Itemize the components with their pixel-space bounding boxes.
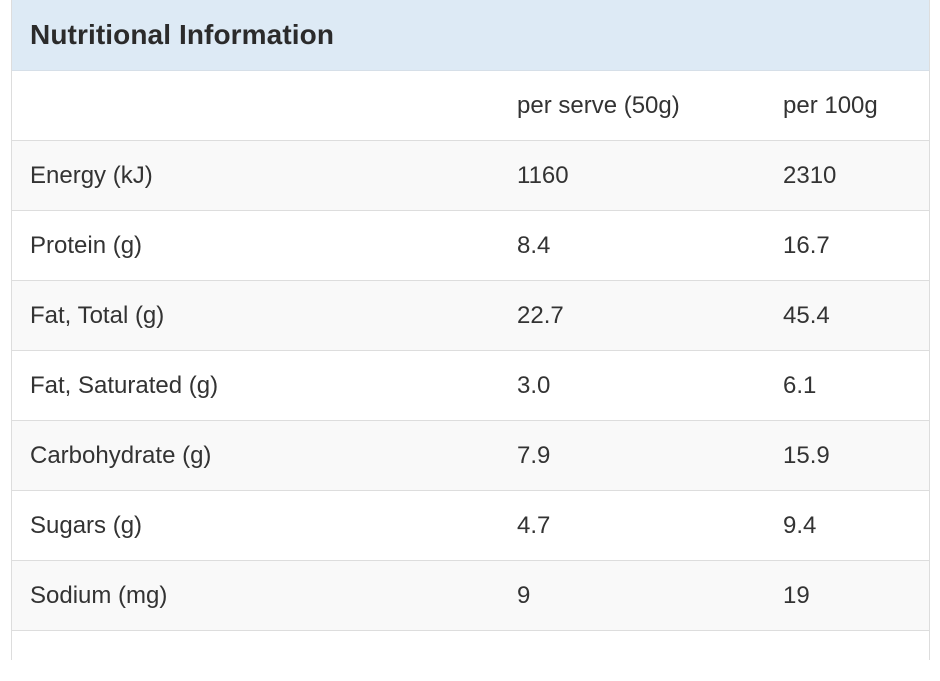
per-serve-value: 9 xyxy=(517,581,531,609)
nutrient-name: Sugars (g) xyxy=(30,511,143,539)
per-serve-value: 8.4 xyxy=(517,231,551,259)
nutrient-name: Fat, Saturated (g) xyxy=(30,371,219,399)
per-100g-value: 19 xyxy=(783,581,810,609)
nutrient-name: Energy (kJ) xyxy=(30,161,153,189)
per-100g-value: 45.4 xyxy=(783,301,830,329)
panel-heading: Nutritional Information xyxy=(12,0,929,71)
per-100g-value: 2310 xyxy=(783,161,837,189)
per-serve-value: 7.9 xyxy=(517,441,551,469)
nutrient-name: Sodium (mg) xyxy=(30,581,168,609)
table-row: Carbohydrate (g) 7.9 15.9 xyxy=(12,421,929,491)
per-serve-value: 1160 xyxy=(517,161,569,189)
per-100g-value: 9.4 xyxy=(783,511,817,539)
nutrient-name: Fat, Total (g) xyxy=(30,301,165,329)
per-serve-value: 4.7 xyxy=(517,511,551,539)
per-100g-value: 16.7 xyxy=(783,231,830,259)
header-cell-per-100g: per 100g xyxy=(783,91,878,119)
per-serve-value: 22.7 xyxy=(517,301,564,329)
table-row: Fat, Total (g) 22.7 45.4 xyxy=(12,281,929,351)
panel-title: Nutritional Information xyxy=(30,19,335,50)
table-row: Fat, Saturated (g) 3.0 6.1 xyxy=(12,351,929,421)
header-cell-per-serve: per serve (50g) xyxy=(517,91,680,119)
table-row: Sodium (mg) 9 19 xyxy=(12,561,929,631)
nutrient-name: Carbohydrate (g) xyxy=(30,441,212,469)
nutrient-name: Protein (g) xyxy=(30,231,143,259)
per-100g-value: 6.1 xyxy=(783,371,817,399)
per-100g-value: 15.9 xyxy=(783,441,830,469)
table-row: Sugars (g) 4.7 9.4 xyxy=(12,491,929,561)
table-header-row: per serve (50g) per 100g xyxy=(12,71,929,141)
table-row: Protein (g) 8.4 16.7 xyxy=(12,211,929,281)
nutrition-panel: Nutritional Information per serve (50g) … xyxy=(11,0,930,660)
nutrition-table: per serve (50g) per 100g Energy (kJ) 116… xyxy=(12,71,929,681)
table-row: Energy (kJ) 1160 2310 xyxy=(12,141,929,211)
table-row-cutoff xyxy=(12,631,929,681)
per-serve-value: 3.0 xyxy=(517,371,551,399)
